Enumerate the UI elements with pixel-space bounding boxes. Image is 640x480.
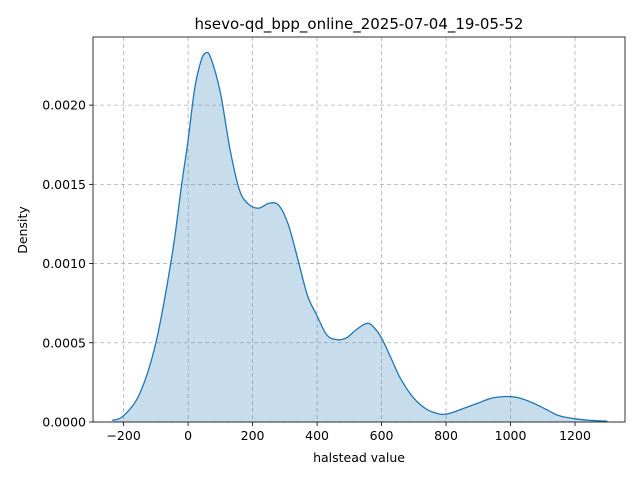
density-area <box>112 52 608 422</box>
x-tick-label: 600 <box>370 428 394 443</box>
x-tick-label: 400 <box>305 428 329 443</box>
y-axis-label: Density <box>15 206 30 254</box>
plot-frame <box>92 36 626 423</box>
density-curve <box>112 51 608 422</box>
y-tick-label: 0.0015 <box>42 177 86 192</box>
y-tick-label: 0.0020 <box>42 98 86 113</box>
x-tick-label: 0 <box>184 428 192 443</box>
y-axis-ticks: 0.0000 0.0005 0.0010 0.0015 0.0020 <box>42 98 93 430</box>
y-tick-label: 0.0005 <box>42 335 86 350</box>
x-tick-label: 800 <box>434 428 458 443</box>
y-tick-label: 0.0010 <box>42 256 86 271</box>
x-axis-label: halstead value <box>313 450 405 465</box>
series-layer <box>112 51 608 422</box>
y-tick-label: 0.0000 <box>42 415 86 430</box>
x-axis-ticks: −200 0 200 400 600 800 1000 1200 <box>106 422 591 443</box>
x-tick-label: 1000 <box>495 428 527 443</box>
x-tick-label: 200 <box>241 428 265 443</box>
chart-title: hsevo-qd_bpp_online_2025-07-04_19-05-52 <box>195 15 524 34</box>
x-tick-label: −200 <box>106 428 140 443</box>
x-tick-label: 1200 <box>559 428 591 443</box>
